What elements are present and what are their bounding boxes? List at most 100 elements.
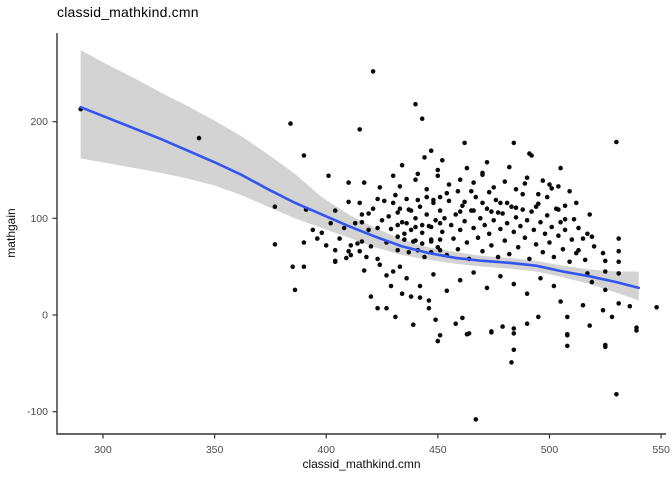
- data-point: [344, 255, 349, 261]
- data-point: [422, 155, 427, 160]
- data-point: [553, 206, 559, 211]
- data-point: [486, 231, 492, 237]
- data-point: [576, 225, 581, 231]
- data-point: [370, 69, 376, 74]
- data-point: [393, 192, 398, 198]
- data-point: [616, 301, 621, 306]
- data-point: [529, 209, 534, 214]
- data-point: [544, 213, 550, 218]
- data-point: [422, 254, 427, 260]
- data-point: [393, 314, 398, 320]
- data-point: [455, 189, 461, 194]
- data-point: [513, 187, 519, 192]
- data-point: [507, 164, 512, 170]
- data-point: [379, 218, 385, 223]
- data-point: [457, 177, 463, 182]
- data-point: [337, 236, 342, 241]
- x-tick-label: 300: [94, 444, 112, 456]
- data-point: [495, 210, 501, 215]
- data-point: [634, 325, 639, 330]
- data-point: [540, 249, 546, 255]
- data-point: [406, 249, 412, 255]
- data-point: [404, 220, 409, 226]
- x-tick-label: 350: [206, 444, 224, 456]
- data-point: [460, 315, 465, 321]
- data-point: [551, 283, 557, 289]
- data-point: [433, 317, 438, 323]
- data-point: [527, 256, 532, 262]
- data-point: [509, 360, 514, 365]
- data-point: [533, 242, 539, 247]
- data-point: [419, 116, 425, 121]
- data-point: [413, 224, 418, 230]
- data-point: [332, 247, 338, 253]
- data-point: [556, 233, 561, 238]
- data-point: [310, 227, 316, 233]
- data-point: [352, 220, 358, 226]
- data-point: [397, 206, 403, 211]
- data-point: [567, 259, 572, 265]
- data-point: [433, 218, 438, 223]
- data-point: [600, 250, 606, 256]
- data-point: [413, 216, 418, 221]
- data-point: [370, 206, 376, 211]
- data-point: [484, 285, 490, 291]
- data-point: [603, 287, 608, 293]
- data-point: [348, 243, 354, 248]
- y-tick-label: 0: [42, 309, 48, 321]
- data-point: [520, 191, 525, 197]
- data-point: [315, 236, 320, 241]
- data-point: [457, 227, 463, 233]
- data-point: [348, 252, 354, 258]
- data-point: [404, 276, 409, 281]
- data-point: [489, 243, 494, 248]
- data-point: [509, 204, 514, 209]
- data-point: [437, 333, 443, 338]
- data-point: [361, 268, 367, 273]
- x-tick-label: 400: [317, 444, 335, 456]
- data-point: [417, 295, 423, 300]
- data-point: [471, 225, 476, 231]
- data-point: [417, 283, 423, 289]
- data-point: [520, 207, 525, 212]
- data-point: [574, 250, 579, 256]
- data-point: [473, 194, 479, 200]
- data-point: [446, 182, 452, 187]
- data-point: [471, 270, 476, 275]
- data-point: [547, 182, 552, 187]
- data-point: [464, 165, 470, 171]
- data-point: [549, 186, 554, 191]
- data-point: [562, 203, 568, 209]
- data-point: [419, 241, 425, 246]
- data-point: [444, 288, 450, 294]
- data-point: [319, 230, 325, 236]
- data-point: [382, 198, 387, 204]
- data-point: [408, 294, 414, 299]
- scatter-points: [78, 69, 659, 422]
- data-point: [417, 204, 423, 209]
- data-point: [580, 236, 586, 241]
- data-point: [544, 194, 550, 200]
- data-point: [469, 208, 474, 213]
- data-point: [346, 199, 351, 205]
- data-point: [388, 283, 394, 289]
- data-point: [627, 304, 633, 309]
- data-point: [435, 245, 441, 250]
- data-point: [536, 201, 541, 207]
- data-point: [478, 216, 483, 221]
- x-axis-label: classid_mathkind.cmn: [302, 457, 421, 471]
- data-point: [518, 223, 523, 229]
- data-point: [491, 218, 497, 223]
- data-point: [585, 231, 590, 237]
- data-point: [399, 162, 405, 168]
- data-point: [565, 314, 570, 320]
- data-point: [464, 240, 470, 245]
- data-point: [359, 239, 365, 244]
- data-point: [558, 299, 563, 304]
- data-point: [513, 215, 519, 220]
- data-point: [511, 229, 517, 235]
- data-point: [395, 210, 401, 215]
- data-point: [426, 298, 432, 303]
- data-point: [455, 247, 461, 252]
